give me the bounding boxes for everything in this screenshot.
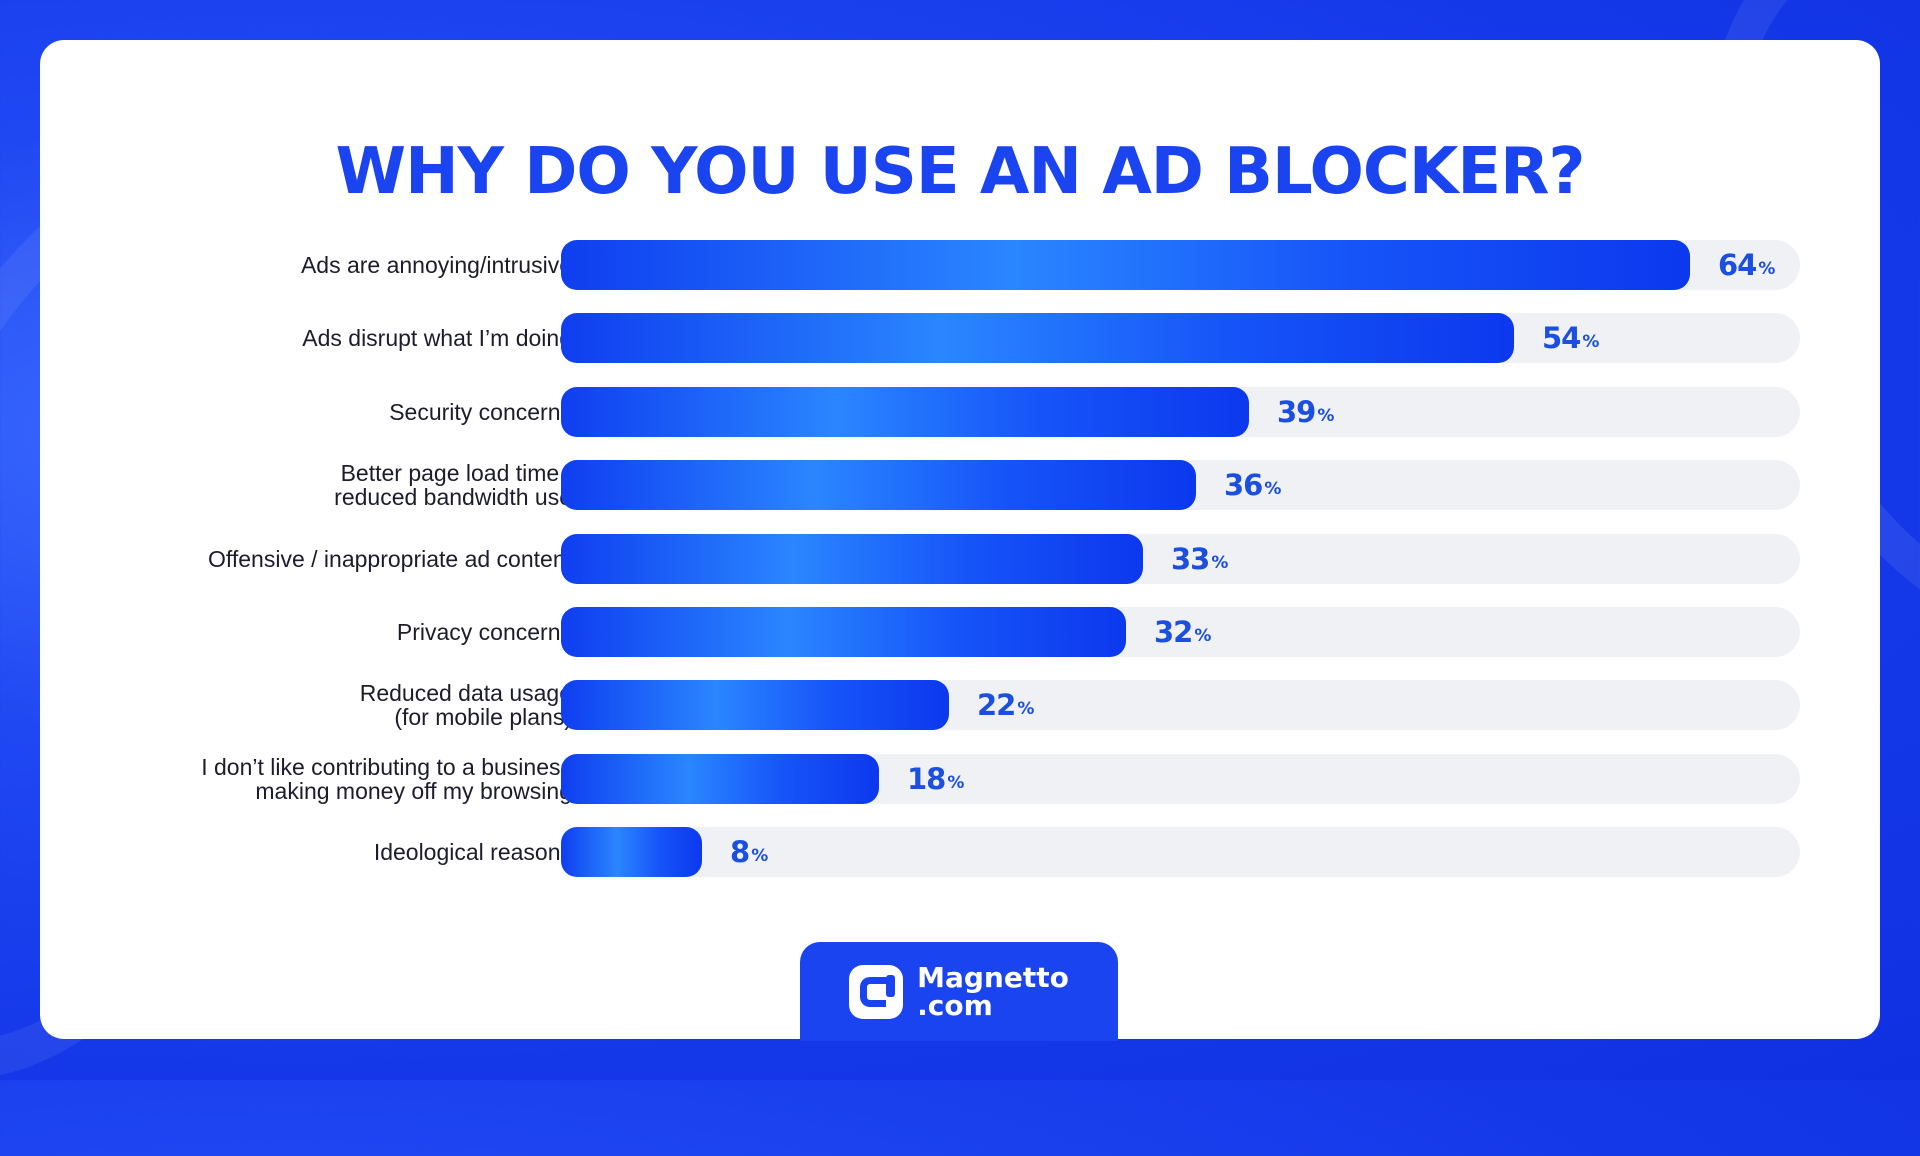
value-label: 8% bbox=[730, 827, 768, 877]
value-number: 32 bbox=[1154, 615, 1193, 649]
brand-line-1: Magnetto bbox=[917, 960, 1069, 994]
value-unit: % bbox=[1017, 699, 1035, 719]
brand-tab[interactable]: Magnetto .com bbox=[800, 942, 1118, 1041]
category-label: Offensive / inappropriate ad content bbox=[208, 546, 572, 572]
chart-card: WHY DO YOU USE AN AD BLOCKER? Ads are an… bbox=[40, 40, 1880, 1041]
value-unit: % bbox=[1211, 553, 1229, 573]
bar-row: Ads are annoying/intrusive 64% bbox=[40, 240, 1880, 290]
chart-title: WHY DO YOU USE AN AD BLOCKER? bbox=[335, 135, 1585, 209]
value-number: 36 bbox=[1224, 468, 1263, 502]
bar-row: Reduced data usage (for mobile plans) 22% bbox=[40, 680, 1880, 730]
value-label: 36% bbox=[1224, 460, 1281, 510]
bar bbox=[561, 827, 702, 877]
bar-row: Security concerns 39% bbox=[40, 387, 1880, 437]
brand-line-2: .com bbox=[917, 988, 993, 1022]
value-unit: % bbox=[1194, 626, 1212, 646]
category-label: Reduced data usage (for mobile plans) bbox=[359, 680, 572, 730]
bar bbox=[561, 680, 949, 730]
brand-name: Magnetto .com bbox=[917, 960, 1069, 1022]
category-label: I don’t like contributing to a business … bbox=[201, 754, 572, 804]
category-label: Ads disrupt what I’m doing bbox=[302, 325, 572, 351]
value-number: 22 bbox=[977, 688, 1016, 722]
value-number: 64 bbox=[1718, 248, 1757, 282]
bar bbox=[561, 240, 1690, 290]
magnetto-logo-icon bbox=[849, 964, 904, 1019]
value-unit: % bbox=[947, 773, 965, 793]
value-label: 22% bbox=[977, 680, 1034, 730]
bar bbox=[561, 387, 1249, 437]
bar-track bbox=[561, 827, 1800, 877]
bar-row: I don’t like contributing to a business … bbox=[40, 754, 1880, 804]
value-number: 39 bbox=[1277, 395, 1316, 429]
value-unit: % bbox=[1264, 479, 1282, 499]
value-number: 33 bbox=[1171, 542, 1210, 576]
bar bbox=[561, 460, 1196, 510]
value-number: 54 bbox=[1542, 321, 1581, 355]
value-number: 8 bbox=[730, 835, 750, 869]
category-label: Security concerns bbox=[389, 399, 572, 425]
bar bbox=[561, 607, 1126, 657]
value-label: 64% bbox=[1718, 240, 1775, 290]
bar-row: Better page load time / reduced bandwidt… bbox=[40, 460, 1880, 510]
category-label: Better page load time / reduced bandwidt… bbox=[334, 460, 572, 510]
value-label: 39% bbox=[1277, 387, 1334, 437]
value-label: 33% bbox=[1171, 534, 1228, 584]
category-label: Ideological reasons bbox=[373, 839, 572, 865]
bar bbox=[561, 313, 1514, 363]
value-label: 18% bbox=[907, 754, 964, 804]
category-label: Privacy concerns bbox=[396, 619, 572, 645]
bar bbox=[561, 534, 1143, 584]
value-label: 32% bbox=[1154, 607, 1211, 657]
bar-row: Offensive / inappropriate ad content 33% bbox=[40, 534, 1880, 584]
value-unit: % bbox=[1758, 259, 1776, 279]
bar-row: Ideological reasons 8% bbox=[40, 827, 1880, 877]
bar-row: Privacy concerns 32% bbox=[40, 607, 1880, 657]
bar-chart: Ads are annoying/intrusive 64% Ads disrupt… bbox=[40, 40, 1880, 1039]
category-label: Ads are annoying/intrusive bbox=[300, 252, 572, 278]
bar-row: Ads disrupt what I’m doing 54% bbox=[40, 313, 1880, 363]
value-unit: % bbox=[751, 846, 769, 866]
value-number: 18 bbox=[907, 762, 946, 796]
value-label: 54% bbox=[1542, 313, 1599, 363]
bar bbox=[561, 754, 879, 804]
value-unit: % bbox=[1582, 332, 1600, 352]
value-unit: % bbox=[1317, 406, 1335, 426]
